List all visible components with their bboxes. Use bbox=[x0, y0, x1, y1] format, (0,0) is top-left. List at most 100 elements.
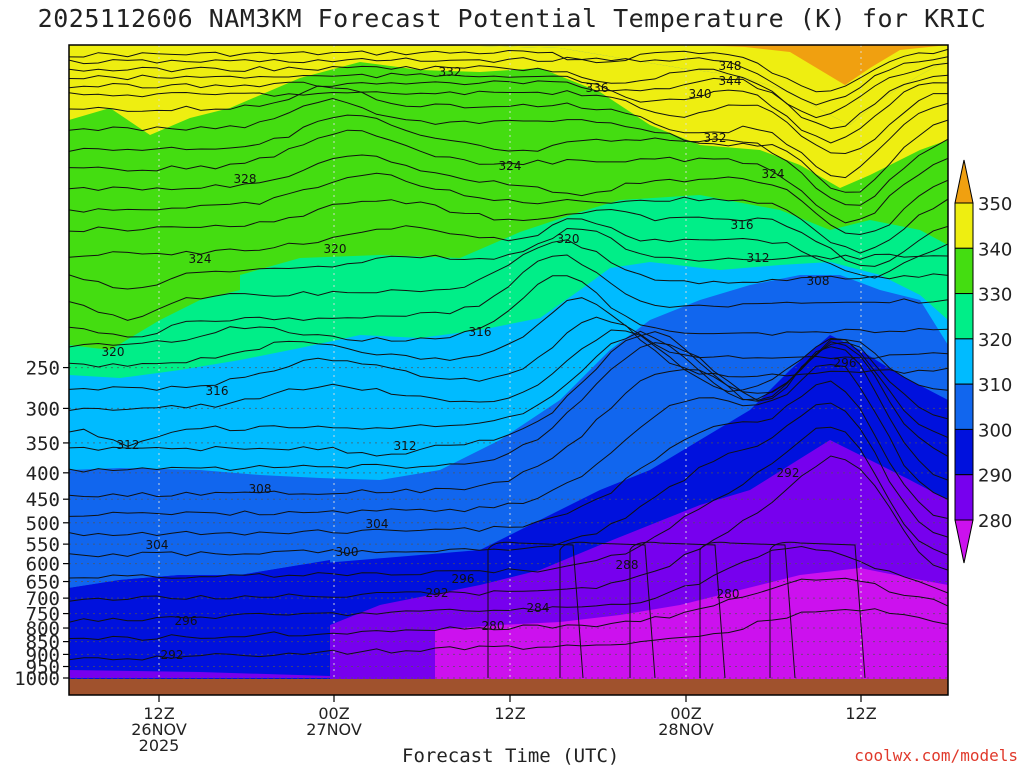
contour-line bbox=[69, 90, 948, 155]
contour-label: 316 bbox=[469, 325, 492, 339]
contour-line bbox=[69, 114, 948, 206]
colorbar-segment bbox=[954, 247, 974, 295]
y-tick-label: 950 bbox=[26, 657, 60, 679]
y-tick-label: 850 bbox=[26, 632, 60, 654]
contour-label: 320 bbox=[102, 345, 125, 359]
contour-line bbox=[69, 199, 948, 267]
contour-line bbox=[69, 380, 948, 537]
colorbar-legend: 350 340 330 320 310 300 290 280 bbox=[954, 159, 1012, 564]
contour-line bbox=[69, 455, 948, 602]
colorbar-label: 320 bbox=[978, 330, 1012, 351]
colorbar-segment bbox=[954, 159, 974, 204]
contour-line bbox=[559, 541, 656, 679]
contour-label: 280 bbox=[717, 587, 740, 601]
contour-label: 308 bbox=[249, 482, 272, 496]
x-tick-label: 2025 bbox=[139, 736, 180, 755]
contour-line bbox=[69, 80, 948, 144]
contour-line bbox=[69, 331, 948, 457]
contour-label: 296 bbox=[834, 356, 857, 370]
contour-line bbox=[69, 154, 948, 236]
contour-filled-bands bbox=[69, 45, 948, 695]
y-tick-label: 450 bbox=[26, 489, 60, 511]
colorbar-label: 280 bbox=[978, 511, 1012, 532]
contour-label: 300 bbox=[336, 545, 359, 559]
x-tick-label: 00Z bbox=[318, 704, 349, 723]
contour-line bbox=[69, 62, 948, 119]
contour-line bbox=[69, 577, 948, 641]
contour-line bbox=[69, 129, 948, 224]
chart-title: 2025112606 NAM3KM Forecast Potential Tem… bbox=[37, 4, 987, 33]
contour-band bbox=[69, 670, 330, 678]
contour-band bbox=[69, 560, 330, 678]
colorbar-segment bbox=[954, 202, 974, 249]
y-tick-label: 550 bbox=[26, 534, 60, 556]
x-tick-label: 12Z bbox=[494, 704, 525, 723]
colorbar-label: 300 bbox=[978, 420, 1012, 441]
contour-label: 348 bbox=[719, 59, 742, 73]
y-tick-label: 500 bbox=[26, 513, 60, 535]
contour-label: 292 bbox=[777, 466, 800, 480]
colorbar-label: 310 bbox=[978, 375, 1012, 396]
contour-label: 316 bbox=[731, 218, 754, 232]
x-tick-label: 00Z bbox=[670, 704, 701, 723]
contour-label: 324 bbox=[499, 159, 522, 173]
x-axis-title: Forecast Time (UTC) bbox=[402, 745, 620, 767]
contour-label: 304 bbox=[146, 538, 169, 552]
contour-line bbox=[69, 218, 948, 279]
y-tick-label: 900 bbox=[26, 644, 60, 666]
y-tick-label: 300 bbox=[26, 398, 60, 420]
colorbar-label: 290 bbox=[978, 466, 1012, 487]
contour-line bbox=[69, 363, 948, 517]
y-tick-label: 600 bbox=[26, 554, 60, 576]
contour-label: 324 bbox=[762, 167, 785, 181]
contour-label: 312 bbox=[394, 439, 417, 453]
contour-line bbox=[69, 56, 948, 106]
y-tick-label: 650 bbox=[26, 572, 60, 594]
contour-label: 344 bbox=[719, 74, 742, 88]
contour-line bbox=[69, 402, 948, 558]
contour-line bbox=[69, 254, 948, 338]
contour-line bbox=[69, 330, 948, 447]
contour-line bbox=[69, 97, 948, 193]
y-tick-label: 800 bbox=[26, 618, 60, 640]
x-tick-label: 26NOV bbox=[131, 720, 187, 739]
y-tick-label: 350 bbox=[26, 433, 60, 455]
contour-label: 332 bbox=[439, 65, 462, 79]
contour-line bbox=[69, 545, 948, 623]
colorbar-segment bbox=[954, 428, 974, 476]
contour-label: 332 bbox=[704, 131, 727, 145]
contour-line bbox=[69, 346, 948, 498]
contour-line bbox=[69, 48, 948, 93]
x-tick-label: 12Z bbox=[845, 704, 876, 723]
contour-line bbox=[69, 316, 948, 391]
colorbar-label: 350 bbox=[978, 194, 1012, 215]
contour-band bbox=[700, 45, 948, 85]
contour-line bbox=[69, 227, 948, 290]
contour-label: 292 bbox=[161, 648, 184, 662]
colorbar-segment bbox=[954, 383, 974, 430]
contour-label: 316 bbox=[206, 384, 229, 398]
contour-label: 320 bbox=[324, 242, 347, 256]
contour-label: 296 bbox=[452, 572, 475, 586]
colorbar-label: 330 bbox=[978, 285, 1012, 306]
colorbar-segment bbox=[954, 474, 974, 521]
contour-line bbox=[487, 541, 584, 679]
contour-lines bbox=[69, 48, 948, 679]
contour-line bbox=[69, 297, 948, 368]
colorbar-segment bbox=[954, 519, 974, 564]
colorbar-label: 340 bbox=[978, 239, 1012, 260]
x-tick-label: 27NOV bbox=[306, 720, 362, 739]
contour-line bbox=[69, 426, 948, 579]
contour-line bbox=[69, 239, 948, 321]
x-tick-label: 28NOV bbox=[658, 720, 714, 739]
contour-label: 328 bbox=[234, 172, 257, 186]
contour-line bbox=[69, 275, 948, 348]
y-tick-label: 750 bbox=[26, 604, 60, 626]
credit-link[interactable]: coolwx.com/models bbox=[854, 746, 1018, 765]
y-tick-label: 400 bbox=[26, 463, 60, 485]
contour-label: 288 bbox=[616, 558, 639, 572]
y-tick-label: 700 bbox=[26, 588, 60, 610]
x-tick-label: 12Z bbox=[143, 704, 174, 723]
colorbar-segment bbox=[954, 293, 974, 340]
